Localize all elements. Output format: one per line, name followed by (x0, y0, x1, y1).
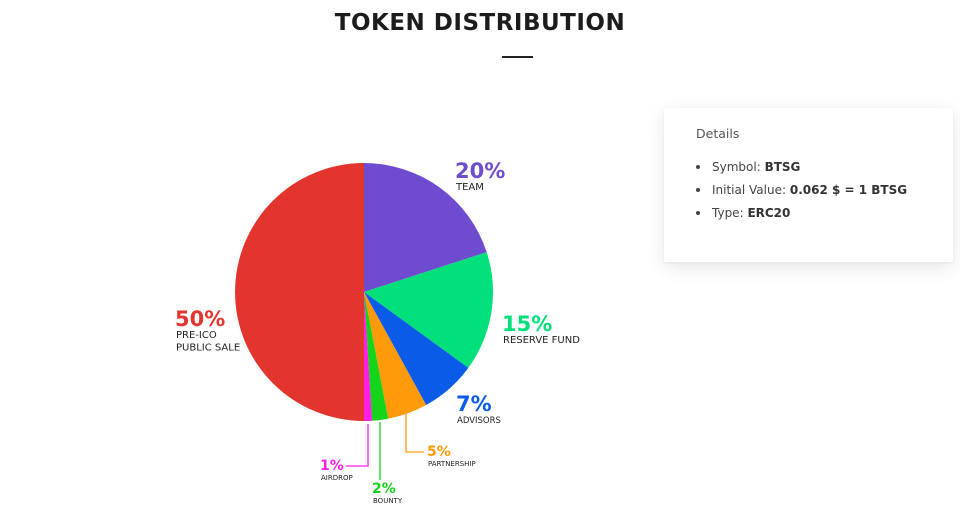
slice-label-advisors: ADVISORS (457, 416, 501, 426)
details-title: Details (696, 126, 740, 141)
details-list: Symbol: BTSG Initial Value: 0.062 $ = 1 … (696, 158, 907, 227)
percent-label-preico: 50% (175, 307, 225, 331)
slice-label-bounty: BOUNTY (373, 497, 403, 505)
slice-label-team: TEAM (455, 182, 484, 193)
percent-label-team: 20% (455, 159, 505, 183)
bullet-icon (696, 187, 700, 192)
detail-value: ERC20 (747, 206, 791, 220)
slice-label-reserve: RESERVE FUND (503, 335, 580, 346)
leader-line-partnership (405, 414, 424, 453)
slice-label-preico: PRE-ICO (176, 330, 217, 341)
percent-label-bounty: 2% (372, 481, 396, 497)
detail-type: Type: ERC20 (696, 204, 907, 227)
detail-symbol: Symbol: BTSG (696, 158, 907, 181)
title-divider (502, 56, 533, 58)
details-card: Details Symbol: BTSG Initial Value: 0.06… (664, 108, 953, 262)
page-title: TOKEN DISTRIBUTION (334, 10, 626, 36)
percent-label-reserve: 15% (502, 312, 552, 336)
bullet-icon (696, 164, 700, 169)
slice-label-preico: PUBLIC SALE (176, 343, 240, 354)
detail-label: Initial Value: (712, 183, 787, 197)
percent-label-airdrop: 1% (320, 458, 344, 474)
pie-slice-advisors (364, 292, 469, 406)
detail-label: Type: (712, 206, 744, 220)
slice-label-partnership: PARTNERSHIP (428, 460, 476, 468)
pie-slice-preico (235, 163, 364, 421)
detail-label: Symbol: (712, 160, 761, 174)
detail-value: BTSG (764, 160, 801, 174)
percent-label-partnership: 5% (427, 444, 451, 460)
detail-initial-value: Initial Value: 0.062 $ = 1 BTSG (696, 181, 907, 204)
slice-label-airdrop: AIRDROP (321, 474, 353, 482)
pie-slice-reserve (364, 252, 493, 368)
pie-slice-airdrop (364, 292, 373, 422)
pie-slice-bounty (364, 292, 389, 421)
pie-slice-partnership (364, 292, 427, 419)
detail-value: 0.062 $ = 1 BTSG (789, 183, 908, 197)
bullet-icon (696, 210, 700, 215)
leader-line-airdrop (346, 424, 369, 467)
pie-slice-team (364, 163, 487, 292)
percent-label-advisors: 7% (456, 392, 492, 416)
